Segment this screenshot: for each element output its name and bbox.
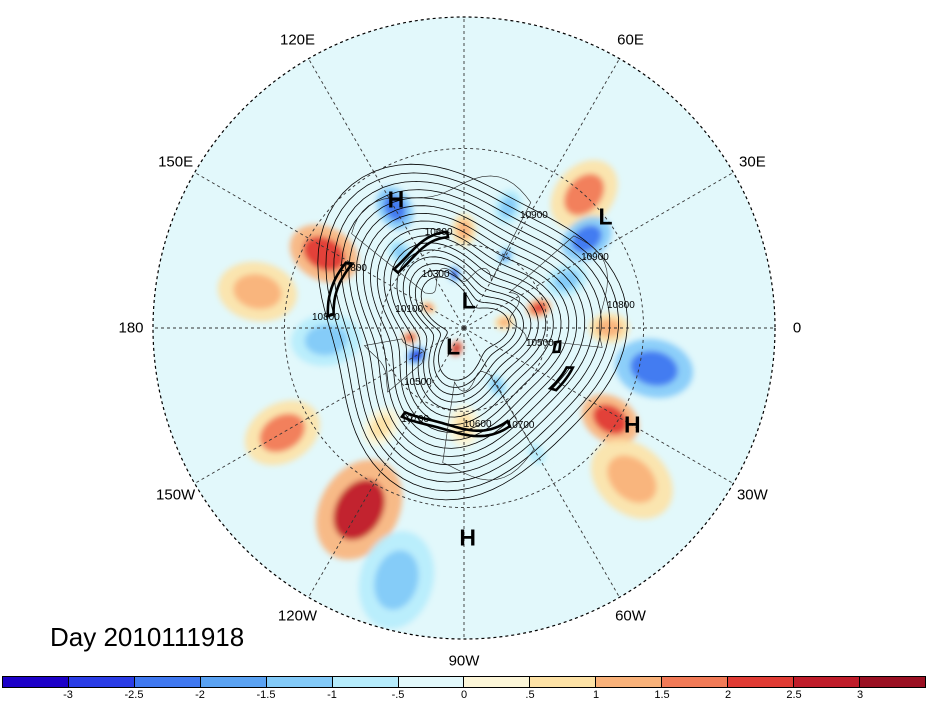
contour-value-label: 10300 [421,268,450,280]
colorbar-cell [134,677,201,687]
jet-contour [399,410,512,438]
colorbar-tick-label: 1 [592,689,600,701]
longitude-label: 90E [451,0,478,4]
jet-contour [326,261,355,318]
meridian-line [308,58,465,329]
meridian-line [463,327,620,598]
anomaly-core [607,455,657,503]
colorbar-tick-label: -2.5 [124,689,144,701]
contour-value-label: 10600 [424,227,453,239]
colorbar-cell [200,677,267,687]
colorbar-cell [3,677,69,687]
colorbar-cell [728,677,795,687]
contour-value-label: 10500 [525,338,554,350]
longitude-label: 60E [617,31,644,49]
pressure-center-label: H [387,186,405,213]
jet-contour [392,230,450,275]
colorbar-tick-label: -1.5 [256,689,276,701]
colorbar-tick-label: .5 [525,689,535,701]
contour-value-label: 10100 [395,304,424,316]
colorbar [2,676,926,688]
pressure-center-label: H [459,524,476,551]
longitude-label: 120W [277,607,318,625]
colorbar-cell [662,677,729,687]
longitude-label: 60W [615,607,646,625]
parallel-line [380,244,548,412]
parallel-line [283,147,645,509]
map-boundary [152,16,776,640]
colorbar-cell [596,677,663,687]
colorbar-cell [68,677,135,687]
meridian-line [463,58,620,329]
colorbar-cell [398,677,465,687]
pressure-center-label: L [461,287,476,314]
colorbar-cell [464,677,531,687]
anomaly-core [374,550,419,610]
colorbar-tick-label: 2 [724,689,732,701]
jet-contour [547,366,575,392]
colorbar-tick-label: 1.5 [654,689,670,701]
anomaly-core [452,343,461,354]
colorbar-tick-label: 0 [460,689,468,701]
jet-contour [551,339,562,354]
anomaly-core [304,324,348,356]
anomaly-core [592,404,628,435]
colorbar-tick-label: 2.5 [786,689,802,701]
contour-value-label: 10600 [463,419,492,431]
anomaly-core [423,303,434,312]
polar-map [152,16,776,640]
date-label: Day 2010111918 [50,622,245,652]
anomaly-core [259,413,306,453]
colorbar-cell [794,677,860,687]
contour-value-label: 10500 [403,377,432,388]
longitude-label: 180 [118,319,144,337]
colorbar-tick-label: -3 [63,689,73,701]
colorbar-tick-label: -.5 [391,689,405,701]
coastline [508,235,608,348]
meridian-line [194,172,465,329]
longitude-label: 120E [279,31,316,49]
anomaly-core [370,415,393,439]
meridian-line [194,327,465,484]
contour-value-label: 10800 [339,263,367,274]
longitude-label: 30E [739,153,766,170]
colorbar-tick-label: -1 [327,689,337,701]
colorbar-cell [859,677,925,687]
longitude-label: 90W [448,652,480,670]
pressure-center-label: L [446,333,461,360]
contour-value-label: 10900 [581,252,609,264]
colorbar-ticks: -3 -2.5 -2 -1.5 -1 -.5 0 .5 1 1.5 2 2.5 3 [2,689,926,703]
longitude-label: 30W [736,486,768,503]
colorbar-cell [530,677,597,687]
pressure-center-label: H [623,411,641,438]
anomaly-core [303,236,345,271]
colorbar-cell [266,677,333,687]
colorbar-tick-label: -2 [195,689,205,701]
contour-value-label: 10700 [506,420,535,432]
anomaly-core [333,479,385,540]
contour-value-label: 10800 [311,312,340,324]
anomaly-core [630,350,678,386]
contour-value-label: 10900 [520,210,548,222]
coastline [351,175,532,294]
longitude-label: 0 [792,319,802,337]
coastline [363,338,425,393]
graticule [153,17,775,639]
meridian-line [463,172,734,329]
meridian-line [308,327,465,598]
longitude-label: 150W [156,486,196,503]
contour-value-label: 10800 [607,299,635,311]
colorbar-cell [332,677,399,687]
meridian-line [463,327,734,484]
contour-value-label: 10700 [401,413,430,425]
longitude-label: 150E [158,153,194,170]
colorbar-tick-label: 3 [856,689,864,701]
pressure-center-label: L [598,203,613,230]
anomaly-core [571,225,602,253]
anomaly-core [233,274,282,310]
